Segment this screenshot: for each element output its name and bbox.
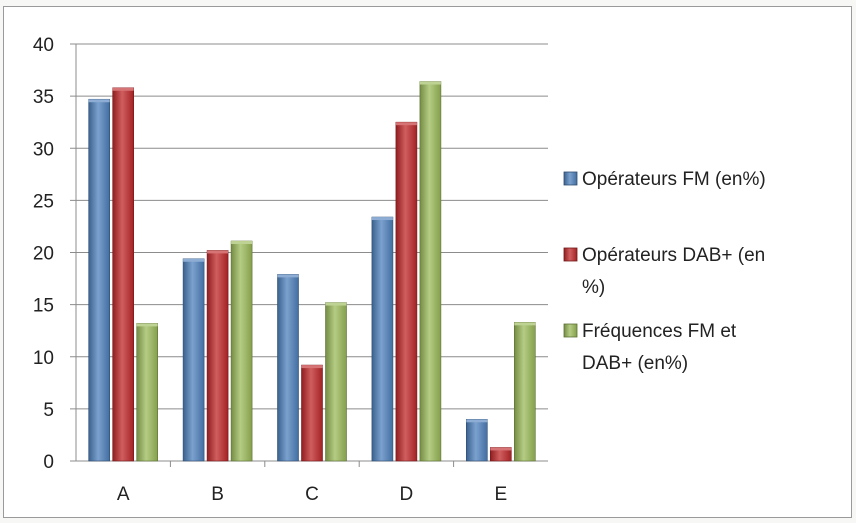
bar-A-series-1 xyxy=(88,98,110,462)
bar-cap xyxy=(136,323,158,327)
legend-label: Opérateurs DAB+ (en xyxy=(582,245,765,266)
bar-D-series-3 xyxy=(419,81,442,462)
bar-cap xyxy=(301,365,323,369)
bar-cap xyxy=(514,322,536,326)
legend-swatch xyxy=(563,171,578,186)
bar-cap xyxy=(277,274,299,278)
bar-cap xyxy=(395,122,417,126)
y-tick-label: 0 xyxy=(43,452,54,473)
x-tick-label: D xyxy=(400,484,414,505)
chart-frame: 0 5 10 15 20 25 30 35 40 A B C D E Opérateurs FM (en%… xyxy=(3,6,852,518)
bar-cap xyxy=(490,447,512,451)
bar-E-series-3 xyxy=(513,322,536,462)
legend: Opérateurs FM (en%) Opérateurs DAB+ (en%)… xyxy=(563,169,766,374)
bar-A-series-3 xyxy=(136,323,158,462)
legend-label: %) xyxy=(582,277,605,298)
bar-cap xyxy=(231,241,253,245)
bar-cap xyxy=(207,250,229,254)
bar-C-series-3 xyxy=(325,302,347,462)
legend-label: DAB+ (en%) xyxy=(582,353,688,374)
bar-B-series-3 xyxy=(230,240,253,462)
bar-C-series-1 xyxy=(277,274,299,462)
bar-D-series-2 xyxy=(395,121,418,462)
bar-A-series-2 xyxy=(112,87,134,462)
y-tick-label: 20 xyxy=(33,244,54,265)
y-tick-label: 30 xyxy=(33,139,54,160)
legend-swatch xyxy=(563,247,578,262)
legend-label: Opérateurs FM (en%) xyxy=(582,169,766,190)
bar-B-series-1 xyxy=(182,258,205,462)
x-tick-label: A xyxy=(117,484,130,505)
tick-labels: 0 5 10 15 20 25 30 35 40 A B C D E xyxy=(33,35,507,505)
bar-C-series-2 xyxy=(301,364,323,462)
bar-cap xyxy=(419,81,441,85)
x-tick-label: E xyxy=(494,484,507,505)
bar-cap xyxy=(88,99,110,103)
legend-label: Fréquences FM et xyxy=(582,321,737,342)
bar-cap xyxy=(183,258,205,262)
bar-cap xyxy=(325,302,347,306)
y-tick-label: 35 xyxy=(33,87,54,108)
bar-D-series-1 xyxy=(371,216,394,462)
bar-E-series-1 xyxy=(465,418,488,462)
y-tick-label: 40 xyxy=(33,35,54,56)
bar-chart: 0 5 10 15 20 25 30 35 40 A B C D E Opérateurs FM (en%… xyxy=(33,35,766,505)
bars xyxy=(88,81,536,462)
x-tick-label: B xyxy=(211,484,224,505)
bar-cap xyxy=(371,217,393,221)
y-tick-label: 10 xyxy=(33,348,54,369)
legend-swatch xyxy=(563,323,578,338)
bar-B-series-2 xyxy=(206,250,229,462)
y-tick-label: 25 xyxy=(33,191,54,212)
y-tick-label: 15 xyxy=(33,296,54,317)
x-tick-label: C xyxy=(305,484,319,505)
bar-cap xyxy=(466,419,488,423)
bar-cap xyxy=(112,87,134,91)
y-tick-label: 5 xyxy=(43,400,54,421)
